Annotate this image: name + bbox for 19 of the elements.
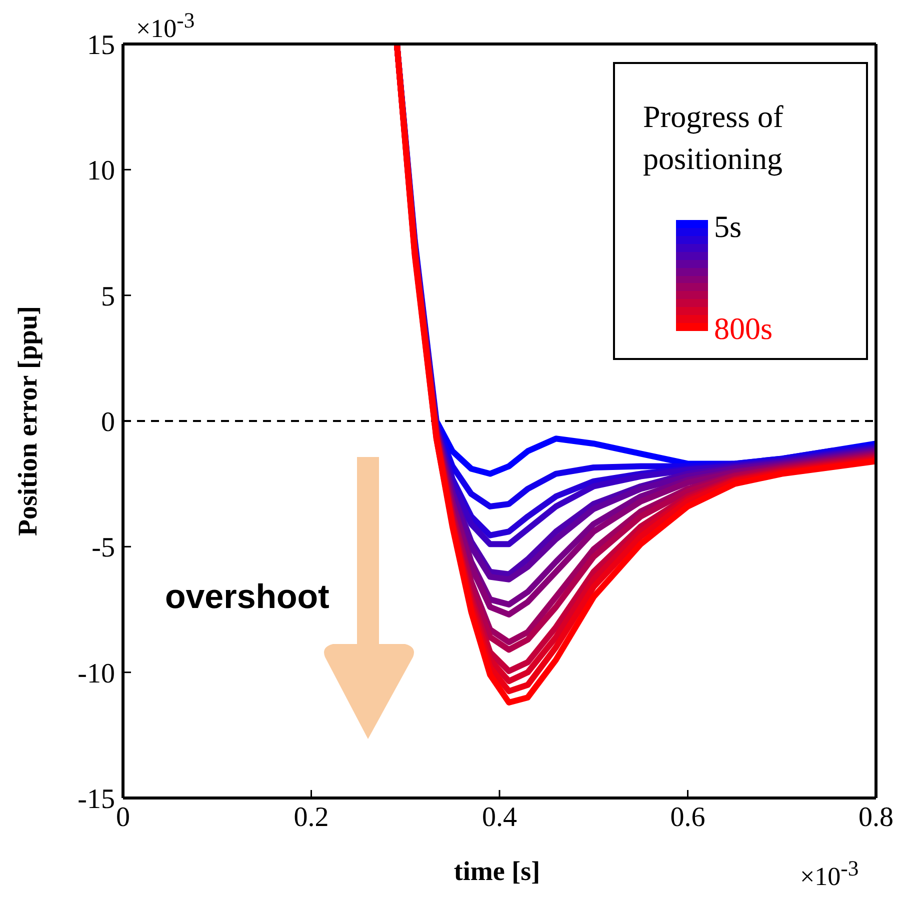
y-tick-label: 0 (101, 406, 115, 438)
y-tick-label: 10 (87, 156, 115, 187)
text: 800s (714, 311, 773, 346)
x-tick-label: 0.6 (670, 802, 706, 833)
y-tick-label: -15 (78, 784, 115, 815)
annotation: overshoot (165, 578, 330, 616)
x-tick-label: 0.2 (294, 802, 329, 833)
y-tick-label: 15 (87, 30, 115, 61)
legend-title: Progress of positioning (643, 98, 784, 178)
y-tick-label: -10 (78, 658, 115, 690)
x-tick-label: 0.8 (858, 802, 894, 833)
y-tick-label: -5 (92, 532, 115, 564)
y-axis-title: Position error [ppu] (12, 306, 44, 536)
text: ×10$^{-3}$ (800, 856, 859, 891)
y-tick-label: 5 (101, 281, 115, 312)
text: ×10$^{-3}$ (136, 8, 195, 43)
legend-label: 5s (714, 209, 742, 244)
x-axis-title: time [s] (454, 856, 540, 887)
x-tick-label: 0.4 (482, 802, 517, 833)
